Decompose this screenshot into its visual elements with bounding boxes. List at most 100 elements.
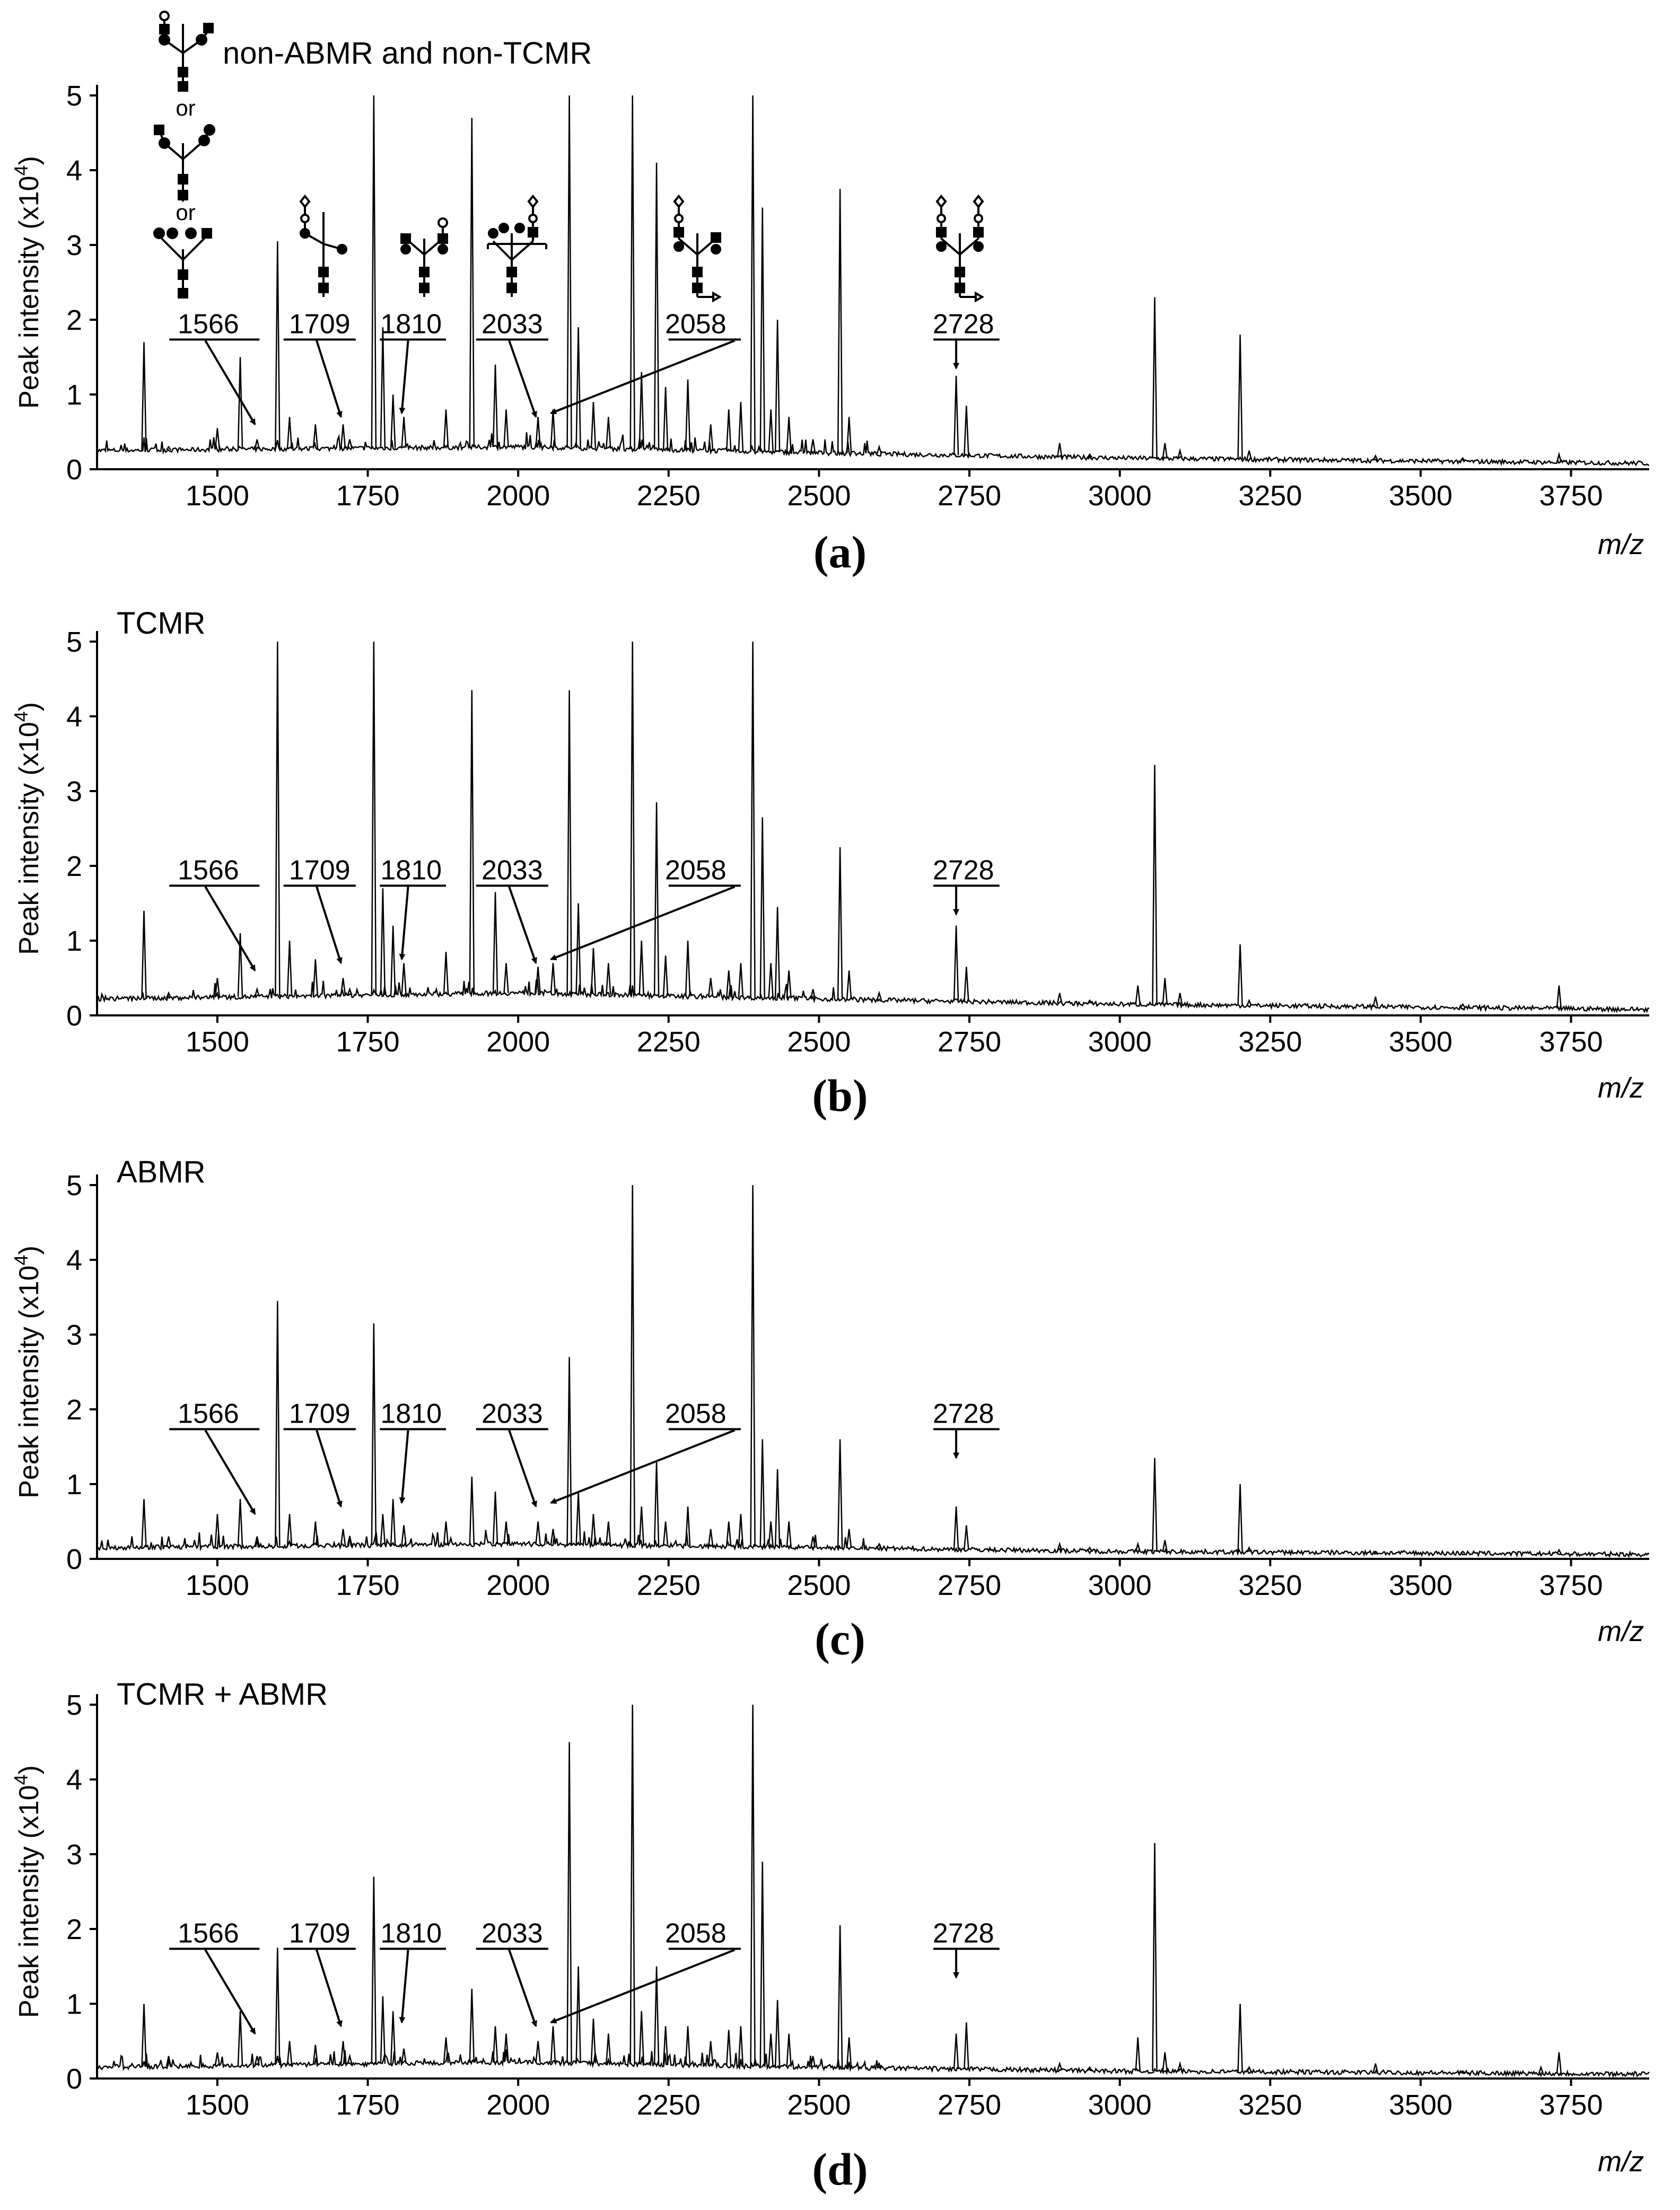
peak (653, 1461, 660, 1546)
y-tick-label: 2 (66, 850, 82, 882)
peak (1372, 454, 1378, 461)
panel-title: TCMR (117, 606, 206, 641)
peak (469, 1988, 475, 2063)
peak (575, 903, 581, 994)
peak (1087, 999, 1092, 1004)
panel-d: 0 1 2 3 4 5 1500 1750 2000 2250 2500 2750 3000 3250 35… (10, 1677, 1650, 2195)
y-tick-label: 1 (66, 925, 82, 957)
peak-label-1709: 1709 (289, 1398, 351, 1429)
peak (750, 641, 756, 998)
peak-label-1709: 1709 (289, 855, 351, 885)
peak (653, 162, 660, 450)
x-tick-label: 3500 (1389, 1569, 1452, 1601)
peak (846, 970, 852, 1000)
peak-label-2058: 2058 (665, 1398, 727, 1429)
glycan-icon-1709 (299, 194, 347, 297)
peak-label-1566: 1566 (178, 1918, 239, 1949)
peak-arrow-1709 (316, 886, 343, 964)
peak (759, 1862, 765, 2067)
peak (638, 1506, 644, 1546)
peak (469, 690, 475, 994)
x-tick-label: 3250 (1238, 480, 1302, 512)
peak-arrow-1709 (316, 1949, 343, 2028)
peak (786, 970, 792, 998)
y-tick-label: 5 (66, 626, 82, 658)
peak-arrow-1810 (399, 1430, 409, 1504)
peak (774, 907, 781, 998)
x-tick-label: 3500 (1389, 2089, 1452, 2121)
peak-label-1709: 1709 (289, 1918, 351, 1949)
peak (1135, 1541, 1141, 1552)
x-tick-label: 3000 (1088, 2089, 1152, 2121)
peak-label-2728: 2728 (933, 1918, 994, 1949)
peak (837, 1925, 843, 2068)
peak (629, 641, 635, 995)
peak (606, 417, 611, 449)
peak (340, 978, 346, 996)
peak (685, 2026, 691, 2065)
peak (503, 2033, 509, 2063)
peak (1372, 996, 1379, 1007)
y-tick-label: 1 (66, 379, 82, 411)
peak (1162, 978, 1168, 1005)
peak (725, 1521, 732, 1547)
y-tick-label: 3 (66, 230, 82, 261)
peak (550, 963, 556, 994)
peak (786, 1521, 792, 1548)
panel-title: non-ABMR and non-TCMR (223, 36, 592, 71)
x-axis-label: m/z (1598, 2146, 1644, 2178)
peak (768, 2033, 774, 2067)
x-tick-label: 3250 (1238, 2089, 1302, 2121)
peak (237, 2011, 243, 2066)
peak (286, 2041, 293, 2065)
x-tick-label: 2000 (486, 1569, 550, 1601)
glycan-icon-2033 (487, 194, 547, 297)
peak (254, 1536, 260, 1547)
glycan-icon-2728 (935, 194, 984, 303)
peak-label-1810: 1810 (380, 855, 442, 885)
x-tick-label: 3750 (1539, 2089, 1603, 2121)
peak (606, 2033, 611, 2064)
peak (214, 978, 221, 997)
spectrum-baseline (97, 1530, 1650, 1558)
peak (550, 1529, 556, 1545)
y-tick-label: 5 (66, 1170, 82, 1202)
y-tick-label: 4 (66, 701, 82, 733)
peak (165, 2056, 172, 2067)
glycan-icon-1566-variant-2 (154, 124, 215, 201)
x-tick-label: 1500 (186, 2089, 249, 2121)
peak (738, 1514, 744, 1547)
peak (1056, 2061, 1063, 2071)
x-tick-label: 3750 (1539, 1026, 1603, 1058)
y-axis-label: Peak intensity (x104) (10, 702, 45, 955)
peak (653, 1966, 660, 2065)
peak (1246, 450, 1252, 460)
peak (1237, 335, 1243, 460)
peak (286, 940, 293, 996)
peak (662, 387, 669, 450)
x-tick-label: 3250 (1238, 1569, 1302, 1601)
peak-label-2033: 2033 (482, 1918, 543, 1949)
peak (1152, 297, 1158, 459)
peak (237, 357, 243, 450)
peak (469, 118, 475, 448)
peak (286, 1514, 293, 1546)
peak (1087, 453, 1092, 458)
peak (750, 95, 756, 452)
peak (390, 2011, 396, 2064)
peak (662, 1521, 669, 1546)
peak (1460, 1550, 1466, 1554)
peak (768, 1521, 774, 1547)
peak (964, 967, 969, 1002)
y-axis-label: Peak intensity (x104) (10, 1765, 45, 2018)
peak (810, 439, 816, 453)
peak (535, 417, 541, 448)
peak (214, 1514, 221, 1547)
y-tick-label: 4 (66, 1244, 82, 1276)
peak (638, 372, 644, 450)
structure-or-label-1: or (176, 95, 195, 120)
peak (550, 2026, 556, 2063)
x-tick-label: 3000 (1088, 480, 1152, 512)
peak (237, 933, 243, 997)
peak (846, 2037, 852, 2068)
